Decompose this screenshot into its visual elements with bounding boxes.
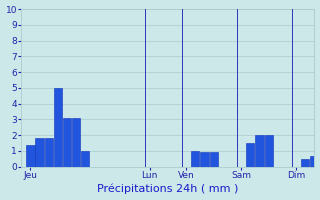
Bar: [191, 151, 199, 167]
Bar: [54, 88, 62, 167]
Bar: [36, 138, 44, 167]
Bar: [63, 118, 71, 167]
Bar: [26, 145, 35, 167]
Bar: [200, 152, 209, 167]
Bar: [44, 138, 53, 167]
Bar: [81, 151, 90, 167]
X-axis label: Précipitations 24h ( mm ): Précipitations 24h ( mm ): [97, 184, 238, 194]
Bar: [265, 135, 273, 167]
Bar: [210, 152, 218, 167]
Bar: [72, 118, 80, 167]
Bar: [301, 159, 309, 167]
Bar: [310, 156, 319, 167]
Bar: [246, 143, 254, 167]
Bar: [255, 135, 264, 167]
